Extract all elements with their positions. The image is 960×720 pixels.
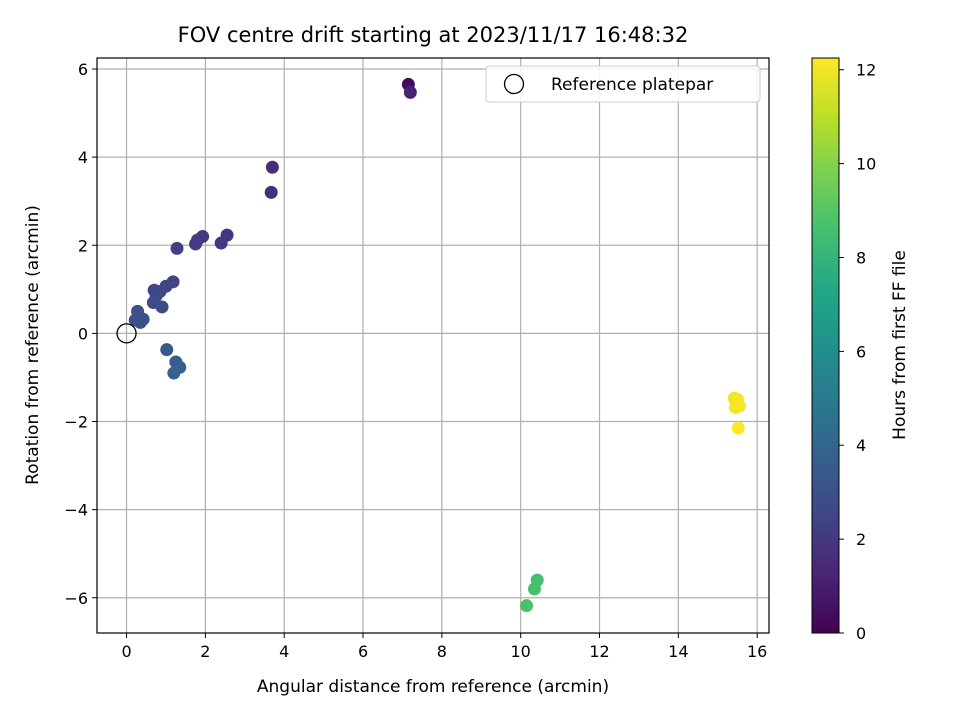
x-tick-label: 6 [358,642,368,661]
y-tick-label: −2 [64,413,88,432]
colorbar-tick-label: 12 [856,61,876,80]
x-tick-label: 16 [747,642,767,661]
y-tick-label: 6 [78,60,88,79]
y-axis: −6 −4 −2 0 2 4 6 [64,60,97,608]
x-tick-label: 14 [668,642,688,661]
colorbar: 0 2 4 6 8 10 12 Hours from first FF file [811,57,910,643]
x-tick-label: 10 [511,642,531,661]
data-point [731,421,745,435]
x-tick-label: 4 [279,642,289,661]
legend: Reference platepar [485,65,761,103]
x-tick-label: 2 [200,642,210,661]
data-point [403,85,417,99]
data-point [214,236,228,250]
reference-marker-group [116,323,137,344]
colorbar-frame [811,57,840,634]
data-point [527,582,541,596]
data-point [155,300,169,314]
plot-frame [96,57,770,634]
y-axis-label: Rotation from reference (arcmin) [23,205,43,485]
grid [97,58,769,633]
colorbar-tick-label: 0 [856,624,866,643]
x-tick-label: 12 [589,642,609,661]
data-point [264,185,278,199]
legend-label-reference: Reference platepar [551,75,713,95]
data-point [136,312,150,326]
y-tick-label: 4 [78,148,88,167]
colorbar-gradient [812,58,839,633]
y-tick-label: 0 [78,324,88,343]
y-tick-label: −4 [64,501,88,520]
colorbar-tick-label: 2 [856,530,866,549]
reference-point-marker [116,323,137,344]
data-point [728,400,742,414]
chart-title: FOV centre drift starting at 2023/11/17 … [178,23,689,47]
colorbar-label: Hours from first FF file [890,250,910,440]
x-axis-label: Angular distance from reference (arcmin) [257,677,609,697]
data-point [265,160,279,174]
legend-box [485,65,761,103]
legend-reference-marker [503,73,525,95]
data-point [170,241,184,255]
x-axis: 0 2 4 6 8 10 12 14 16 [121,633,767,661]
y-tick-label: 2 [78,236,88,255]
y-tick-label: −6 [64,589,88,608]
data-point [167,366,181,380]
data-point [189,237,203,251]
data-point [520,599,534,613]
x-tick-label: 8 [437,642,447,661]
data-point [160,343,174,357]
colorbar-tick-label: 8 [856,248,866,267]
data-points [128,77,746,613]
colorbar-tick-label: 10 [856,155,876,174]
x-tick-label: 0 [121,642,131,661]
colorbar-tick-label: 6 [856,342,866,361]
colorbar-ticks: 0 2 4 6 8 10 12 [839,61,876,643]
colorbar-tick-label: 4 [856,436,866,455]
